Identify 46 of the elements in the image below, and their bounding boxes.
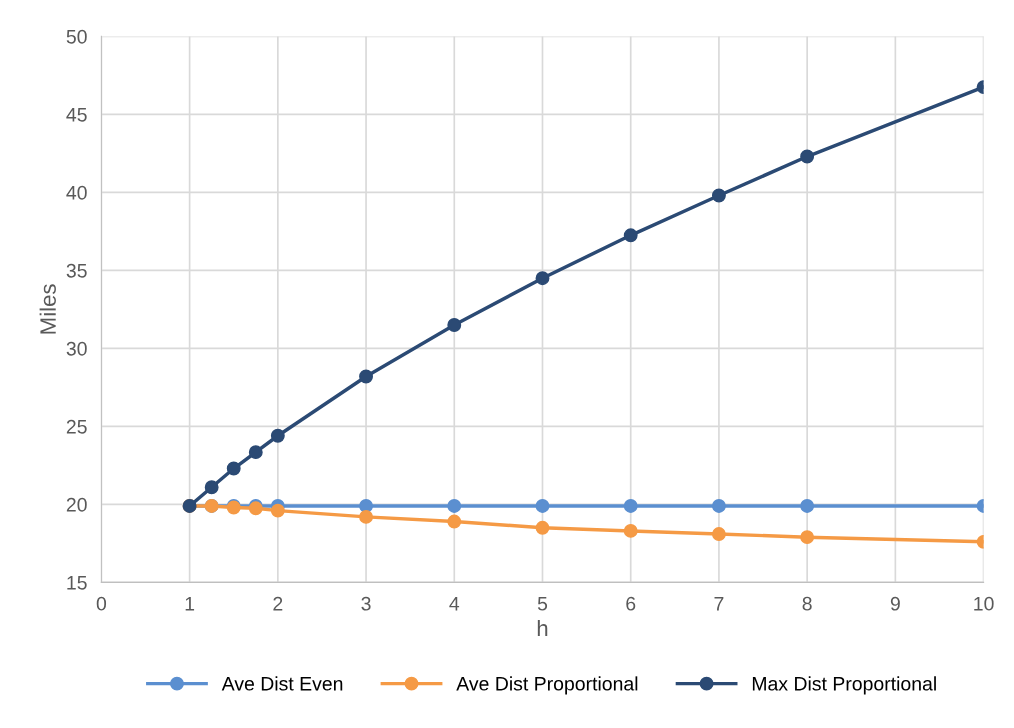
point bbox=[270, 503, 285, 518]
x-tick-label: 2 bbox=[273, 596, 283, 611]
point bbox=[623, 228, 638, 243]
point bbox=[359, 509, 373, 524]
legend-label: Ave Dist Even bbox=[221, 676, 343, 691]
x-tick-label: 6 bbox=[626, 596, 636, 611]
point bbox=[248, 445, 263, 460]
point bbox=[800, 149, 815, 164]
point bbox=[447, 514, 462, 529]
point bbox=[711, 527, 726, 541]
point bbox=[447, 318, 462, 332]
point bbox=[623, 499, 638, 513]
point bbox=[623, 523, 638, 538]
x-tick-label: 4 bbox=[449, 597, 460, 611]
x-tick-label: 5 bbox=[537, 597, 548, 611]
y-axis-title: Miles bbox=[39, 284, 56, 334]
x-tick-label: 10 bbox=[974, 596, 994, 611]
x-axis-title: h bbox=[537, 619, 548, 637]
point bbox=[359, 369, 373, 384]
point bbox=[535, 271, 550, 286]
y-tick-label: 15 bbox=[67, 576, 87, 590]
point bbox=[270, 428, 285, 443]
point bbox=[226, 461, 241, 476]
point bbox=[711, 188, 726, 203]
x-tick-label: 8 bbox=[802, 596, 812, 611]
point bbox=[447, 499, 462, 513]
legend-label: Ave Dist Proportional bbox=[456, 676, 638, 695]
y-tick-label: 30 bbox=[66, 341, 87, 356]
y-tick-label: 45 bbox=[66, 108, 87, 122]
x-tick-label: 1 bbox=[185, 597, 195, 611]
point bbox=[535, 520, 550, 535]
point bbox=[800, 530, 815, 545]
x-tick-label: 7 bbox=[714, 597, 724, 611]
y-tick-label: 25 bbox=[66, 419, 87, 434]
x-tick-label: 9 bbox=[890, 596, 900, 611]
legend-label: Max Dist Proportional bbox=[752, 676, 936, 695]
point bbox=[535, 499, 550, 513]
point bbox=[204, 480, 219, 495]
point bbox=[711, 499, 726, 513]
point bbox=[800, 499, 815, 513]
x-tick-label: 3 bbox=[361, 596, 371, 611]
y-tick-label: 35 bbox=[66, 263, 87, 278]
x-tick-label: 0 bbox=[96, 596, 107, 611]
y-tick-label: 20 bbox=[66, 497, 87, 512]
y-tick-label: 50 bbox=[66, 29, 87, 44]
y-tick-label: 40 bbox=[66, 185, 87, 200]
